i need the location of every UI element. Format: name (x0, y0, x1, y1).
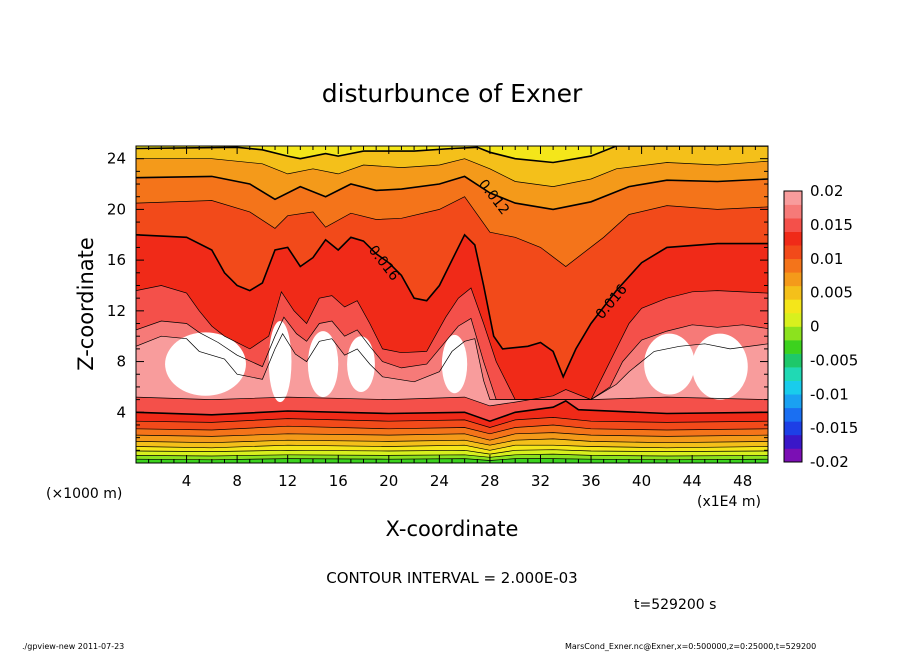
footer-left: ./gpview-new 2011-07-23 (22, 642, 125, 651)
colorbar-label: 0.005 (810, 284, 853, 302)
colorbar-swatch (784, 367, 802, 381)
x-tick-label: 12 (278, 472, 297, 490)
y-tick-label: 20 (107, 200, 126, 218)
max-blob-1 (268, 320, 292, 403)
contour-line-lower-4 (136, 432, 768, 441)
y-tick-label: 24 (107, 150, 126, 168)
colorbar-label: -0.02 (810, 453, 849, 471)
colorbar-swatch (784, 380, 802, 395)
contour-line-upper-1 (136, 158, 768, 187)
max-blob-0 (165, 332, 246, 396)
max-blobs (165, 320, 748, 403)
x-tick-label: 44 (683, 472, 702, 490)
colorbar-swatch (784, 258, 802, 273)
x-tick-label: 24 (430, 472, 449, 490)
colorbar-swatch (784, 191, 802, 205)
x-axis-label: X-coordinate (386, 517, 519, 541)
contour-line-lower-2 (136, 417, 768, 428)
colorbar-swatch (784, 434, 802, 449)
contour-line-upper-4 (136, 233, 768, 379)
contour-line-upper-7 (136, 332, 768, 400)
max-blob-6 (692, 333, 748, 400)
x-tick-label: 40 (632, 472, 651, 490)
contour-bands (136, 146, 768, 463)
contour-line-lower-3 (136, 424, 768, 435)
colorbar-swatch (784, 421, 802, 436)
y-tick-label: 8 (116, 353, 126, 371)
x-tick-label: 20 (379, 472, 398, 490)
colorbar-swatch (784, 312, 802, 327)
chart-title: disturbunce of Exner (322, 79, 583, 108)
colorbar-swatch (784, 326, 802, 341)
max-blob-3 (347, 336, 375, 392)
footer-right: MarsCond_Exner.nc@Exner,x=0:500000,z=0:2… (565, 642, 817, 651)
colorbar: 0.02 0.015 0.01 0.005 0 -0.005 -0.01 -0.015 -0.0… (783, 182, 858, 471)
colorbar-swatch (784, 245, 802, 260)
x-axis-ticks: 4 8 12 16 20 24 28 32 36 40 44 48 (148, 146, 756, 490)
colorbar-swatch (784, 204, 802, 219)
y-axis-label: Z-coordinate (74, 237, 98, 371)
contour-line-upper-0 (136, 146, 768, 164)
colorbar-swatch (784, 340, 802, 354)
y-tick-label: 12 (107, 302, 126, 320)
colorbar-label: -0.015 (810, 419, 858, 437)
contour-line-upper-6 (136, 316, 768, 400)
x-tick-label: 28 (480, 472, 499, 490)
x-tick-label: 16 (329, 472, 348, 490)
colorbar-label: 0.015 (810, 216, 853, 234)
colorbar-label: 0.02 (810, 182, 843, 200)
x-tick-label: 8 (232, 472, 242, 490)
colorbar-label: 0.01 (810, 250, 843, 268)
x-tick-label: 36 (581, 472, 600, 490)
time-stamp: t=529200 s (634, 597, 716, 613)
colorbar-label: -0.01 (810, 385, 849, 403)
x-tick-label: 32 (531, 472, 550, 490)
contour-line-lower-7 (136, 449, 768, 455)
contour-interval-text: CONTOUR INTERVAL = 2.000E-03 (326, 569, 577, 587)
x-tick-label: 48 (733, 472, 752, 490)
contour-line-lower-5 (136, 438, 768, 446)
colorbar-swatch (784, 448, 802, 463)
colorbar-swatch (784, 353, 802, 368)
colorbar-swatch (784, 394, 802, 409)
contour-line-upper-2 (136, 175, 768, 211)
contour-line-upper-5 (136, 285, 768, 400)
x-tick-label: 4 (182, 472, 192, 490)
colorbar-swatch (784, 218, 802, 232)
colorbar-swatch (784, 407, 802, 422)
colorbar-frame (783, 190, 803, 463)
colorbar-label: -0.005 (810, 351, 858, 369)
y-axis-ticks: 4 8 12 16 20 24 (107, 150, 768, 451)
contour-line-lower-1 (136, 399, 768, 423)
x-unit-note: (×1000 m) (46, 486, 122, 502)
colorbar-label: 0 (810, 318, 820, 336)
contour-line-upper-3 (136, 196, 768, 267)
contour-line-lower-0 (136, 389, 768, 407)
colorbar-swatch (784, 231, 802, 246)
plot-area (136, 146, 768, 463)
contour-line-lower-6 (136, 444, 768, 451)
colorbar-swatch (784, 299, 802, 314)
max-blob-5 (644, 333, 695, 395)
max-blob-4 (441, 334, 468, 394)
y-tick-label: 16 (107, 251, 126, 269)
x-scale-note: (x1E4 m) (697, 494, 761, 510)
y-tick-label: 4 (116, 403, 126, 421)
colorbar-swatch (784, 285, 802, 300)
colorbar-swatch (784, 272, 802, 287)
